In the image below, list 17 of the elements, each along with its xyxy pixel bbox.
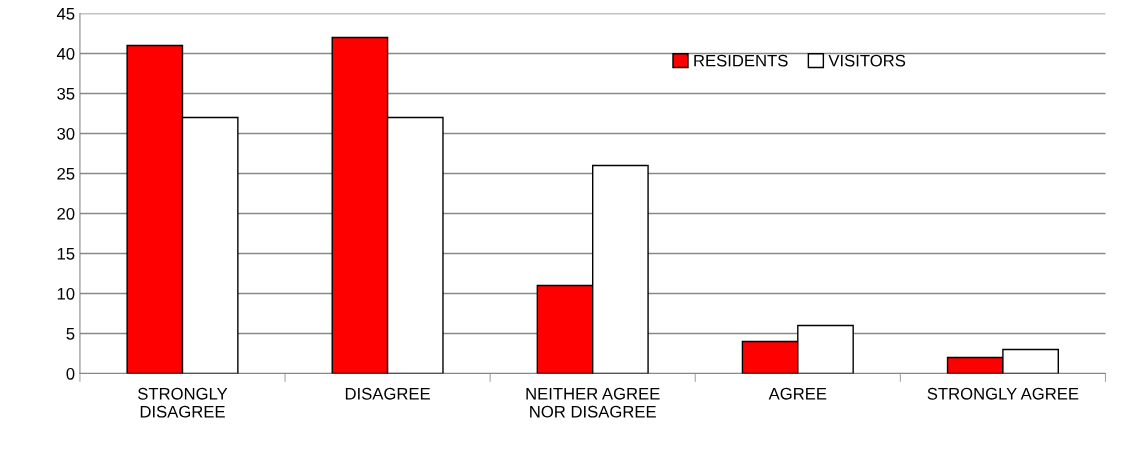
x-tick-label: STRONGLY AGREE	[927, 387, 1079, 400]
y-tick-label: 5	[66, 328, 75, 340]
legend-label: RESIDENTS	[694, 54, 788, 67]
x-tick-label: DISAGREE	[345, 387, 430, 400]
y-tick-label: 15	[57, 248, 75, 260]
x-tick-label: AGREE	[768, 387, 827, 400]
y-tick-label: 20	[57, 207, 75, 220]
x-tick-label: NEITHER AGREE NOR DISAGREE	[526, 387, 660, 418]
y-tick-label: 10	[57, 287, 75, 300]
legend-label: VISITORS	[828, 54, 906, 67]
y-tick-label: 40	[56, 47, 75, 60]
x-tick-label: STRONGLY DISAGREE	[138, 387, 228, 418]
y-tick-label: 30	[57, 127, 75, 140]
y-tick-label: 45	[56, 8, 75, 20]
y-tick-label: 35	[57, 87, 75, 100]
y-tick-label: 25	[57, 167, 75, 180]
y-tick-label: 0	[66, 367, 75, 380]
